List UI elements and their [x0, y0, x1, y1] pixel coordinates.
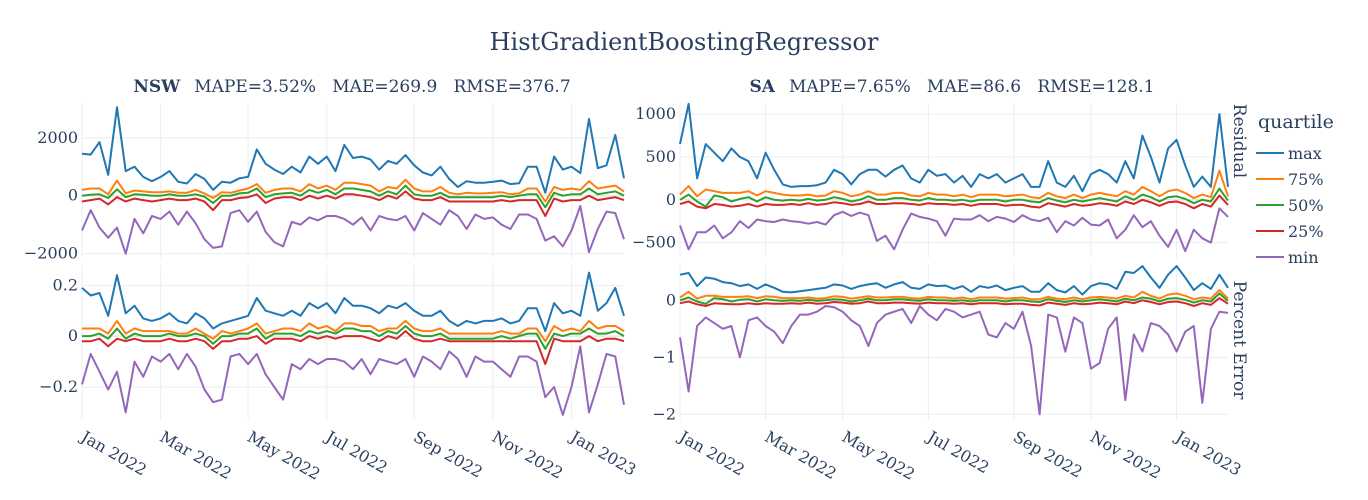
y-tick-label: 0 — [68, 186, 78, 205]
series-line-50pct — [679, 292, 1229, 305]
series-line-50pct — [81, 184, 625, 209]
x-tick-label: May 2022 — [839, 427, 918, 484]
x-tick-label: Jan 2023 — [1171, 426, 1245, 479]
legend-label: 50% — [1288, 196, 1324, 215]
series-line-25pct — [82, 330, 625, 366]
y-tick-label: −2000 — [24, 244, 78, 263]
y-tick-label: 0 — [666, 190, 676, 209]
y-tick-label: −2 — [652, 404, 676, 423]
subplot-title-nsw: NSW MAPE=3.52% MAE=269.9 RMSE=376.7 — [133, 77, 570, 97]
x-tick-label: Sep 2022 — [1010, 427, 1086, 482]
series-line-min — [679, 207, 1229, 253]
x-tick-label: Mar 2022 — [762, 427, 840, 483]
legend-item-max[interactable]: max — [1256, 144, 1322, 163]
x-tick-label: Jan 2023 — [566, 426, 640, 479]
y-tick-label: −500 — [632, 233, 676, 252]
legend-item-min[interactable]: min — [1256, 248, 1319, 267]
row-label-percent-error: Percent Error — [1229, 281, 1249, 401]
series-line-min — [679, 305, 1229, 416]
legend-item-50pct[interactable]: 50% — [1256, 196, 1324, 215]
series-line-75pct — [82, 319, 625, 343]
chart-title: HistGradientBoostingRegressor — [490, 28, 879, 56]
subplot-nsw-residual: 2000 0 −2000 — [24, 103, 625, 263]
subplot-title-sa: SA MAPE=7.65% MAE=86.6 RMSE=128.1 — [749, 77, 1154, 97]
series-line-max — [679, 102, 1229, 193]
legend-label: 75% — [1288, 170, 1324, 189]
series-line-25pct — [81, 190, 625, 217]
x-tick-label: Jan 2022 — [76, 426, 150, 479]
legend-label: 25% — [1288, 222, 1324, 241]
subplot-sa-residual: 1000 500 0 −500 — [632, 102, 1229, 258]
subplot-region-sa: SA — [749, 77, 775, 97]
subplot-metrics-nsw: MAPE=3.52% MAE=269.9 RMSE=376.7 — [194, 77, 570, 97]
series-line-50pct — [679, 187, 1229, 208]
row-label-residual: Residual — [1229, 104, 1249, 178]
x-tick-label: Mar 2022 — [157, 427, 235, 483]
series-line-25pct — [679, 297, 1229, 307]
x-tick-label: Sep 2022 — [410, 427, 486, 482]
x-tick-label: Nov 2022 — [489, 427, 566, 483]
series-line-min — [81, 345, 625, 416]
y-tick-label: 500 — [645, 147, 676, 166]
x-tick-label: Nov 2022 — [1087, 427, 1164, 483]
subplot-metrics-sa: MAPE=7.65% MAE=86.6 RMSE=128.1 — [789, 77, 1155, 97]
legend-item-25pct[interactable]: 25% — [1256, 222, 1324, 241]
subplot-nsw-percent-error: 0.2 0 −0.2 Jan 2022 Mar 2022 May 2022 Jul 2022… — [39, 265, 639, 484]
series-line-75pct — [679, 289, 1229, 301]
series-line-75pct — [81, 178, 625, 203]
series-line-max — [679, 265, 1229, 296]
series-line-max — [81, 106, 625, 194]
x-tick-label: Jul 2022 — [923, 426, 993, 477]
series-line-max — [81, 271, 625, 333]
series-line-min — [81, 204, 625, 255]
legend-title: quartile — [1258, 111, 1334, 133]
y-tick-label: −1 — [652, 347, 676, 366]
subplot-region-nsw: NSW — [133, 77, 181, 97]
legend: quartile max 75% 50% 25% min — [1256, 111, 1334, 267]
y-tick-label: −0.2 — [39, 377, 78, 396]
y-tick-label: 1000 — [635, 104, 676, 123]
legend-item-75pct[interactable]: 75% — [1256, 170, 1324, 189]
series-line-50pct — [82, 325, 625, 350]
x-tick-label: Jul 2022 — [321, 426, 391, 477]
series-line-25pct — [679, 194, 1229, 210]
y-tick-label: 0 — [666, 290, 676, 309]
legend-label: max — [1288, 144, 1322, 163]
series-line-75pct — [679, 169, 1229, 200]
legend-label: min — [1288, 248, 1319, 267]
y-tick-label: 0.2 — [53, 275, 78, 294]
x-tick-label: Jan 2022 — [674, 426, 748, 479]
y-tick-label: 2000 — [37, 128, 78, 147]
y-tick-label: 0 — [68, 326, 78, 345]
x-tick-label: May 2022 — [244, 427, 323, 484]
